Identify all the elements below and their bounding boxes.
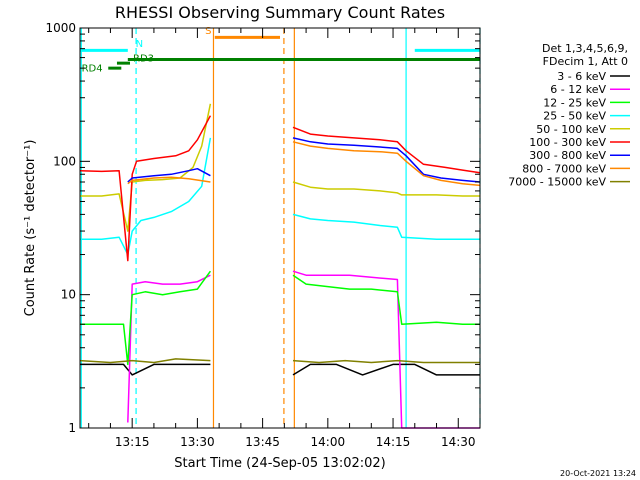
x-tick-label: 14:15 <box>376 435 411 449</box>
legend-label: 6 - 12 keV <box>550 83 606 96</box>
series-line-0 <box>80 363 480 376</box>
series-line-6 <box>127 137 481 183</box>
y-tick-label: 1 <box>68 421 76 435</box>
legend-label: 800 - 7000 keV <box>522 162 606 175</box>
x-axis-label: Start Time (24-Sep-05 13:02:02) <box>174 456 385 471</box>
legend-label: 100 - 300 keV <box>529 136 606 149</box>
legend: Det 1,3,4,5,6,9, FDecim 1, Att 0 3 - 6 k… <box>508 42 630 189</box>
legend-header-line2: FDecim 1, Att 0 <box>543 55 628 68</box>
x-tick-label: 14:00 <box>311 435 346 449</box>
annotation-label: RD3 <box>133 54 154 65</box>
annotation-label: N <box>136 39 143 50</box>
series-line-1 <box>127 270 480 429</box>
timestamp-stamp: 20-Oct-2021 13:24 <box>560 469 636 478</box>
series-line-2 <box>80 270 480 366</box>
y-axis-label: Count Rate (s⁻¹ detector⁻¹) <box>23 140 38 317</box>
x-tick-label: 13:15 <box>115 435 150 449</box>
plot-frame <box>79 27 481 429</box>
y-tick-label: 1000 <box>45 21 76 35</box>
legend-label: 12 - 25 keV <box>543 96 606 109</box>
x-tick-label: 13:45 <box>245 435 280 449</box>
y-tick-label: 100 <box>53 154 76 168</box>
chart-title: RHESSI Observing Summary Count Rates <box>115 3 445 22</box>
y-tick-label: 10 <box>61 288 76 302</box>
x-tick-label: 13:30 <box>180 435 215 449</box>
legend-label: 7000 - 15000 keV <box>508 176 606 189</box>
legend-label: 300 - 800 keV <box>529 149 606 162</box>
series-layer <box>79 103 481 429</box>
legend-label: 25 - 50 keV <box>543 110 606 123</box>
x-tick-label: 14:30 <box>441 435 476 449</box>
legend-header-line1: Det 1,3,4,5,6,9, <box>542 42 628 55</box>
annotation-label: S <box>205 26 211 37</box>
series-line-3 <box>80 137 480 256</box>
legend-label: 50 - 100 keV <box>536 123 606 136</box>
series-line-4 <box>80 103 480 232</box>
annotation-label: RD4 <box>82 64 103 75</box>
series-line-8 <box>79 358 480 364</box>
series-line-7 <box>127 141 481 187</box>
axis-layer: 1 10 100 1000 13:15 13:30 13:45 14:00 14:15 14:30 <box>45 21 481 449</box>
series-line-5 <box>79 115 481 262</box>
legend-label: 3 - 6 keV <box>557 70 606 83</box>
